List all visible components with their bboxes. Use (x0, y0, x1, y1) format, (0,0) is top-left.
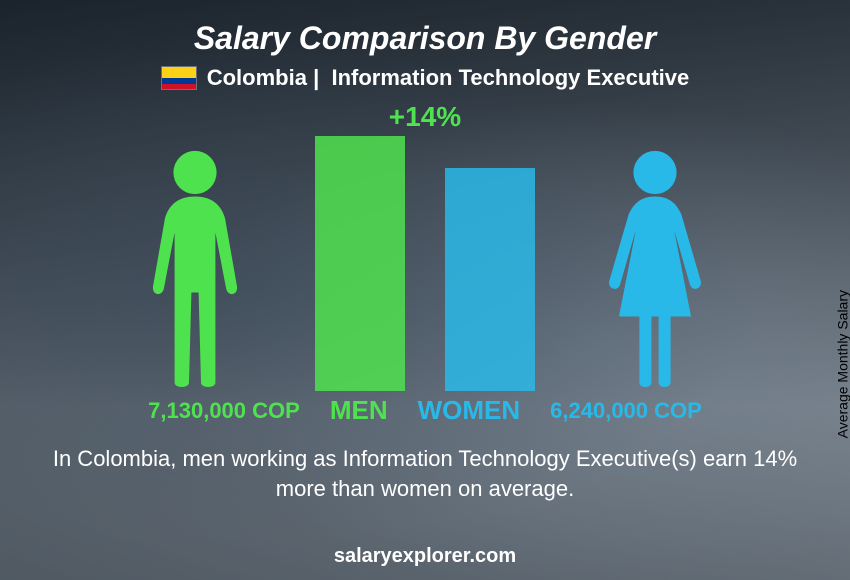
flag-stripe (162, 67, 196, 78)
source-label: salaryexplorer.com (334, 545, 516, 568)
main-title: Salary Comparison By Gender (194, 20, 656, 57)
job-title-label: Information Technology Executive (331, 65, 689, 90)
men-salary-bar (315, 136, 405, 391)
chart-labels-row: 7,130,000 COP MEN WOMEN 6,240,000 COP (65, 395, 785, 426)
flag-colombia-icon (161, 66, 197, 90)
subtitle-text: Colombia | Information Technology Execut… (207, 65, 690, 91)
delta-percent-label: +14% (389, 101, 461, 133)
women-salary-value: 6,240,000 COP (550, 398, 702, 424)
y-axis-label: Average Monthly Salary (834, 290, 850, 438)
flag-stripe (162, 84, 196, 90)
women-gender-label: WOMEN (418, 395, 521, 426)
salary-bar-chart: +14% 7,130,000 COP MEN WOMEN 6,240,000 C… (65, 106, 785, 426)
infographic-content: Salary Comparison By Gender Colombia | I… (0, 0, 850, 580)
subtitle-row: Colombia | Information Technology Execut… (161, 65, 690, 91)
women-salary-bar (445, 168, 535, 391)
summary-text: In Colombia, men working as Information … (45, 444, 805, 503)
country-label: Colombia (207, 65, 307, 90)
separator: | (313, 65, 319, 90)
man-icon (135, 146, 255, 391)
men-salary-value: 7,130,000 COP (148, 398, 300, 424)
woman-icon (595, 146, 715, 391)
men-gender-label: MEN (330, 395, 388, 426)
